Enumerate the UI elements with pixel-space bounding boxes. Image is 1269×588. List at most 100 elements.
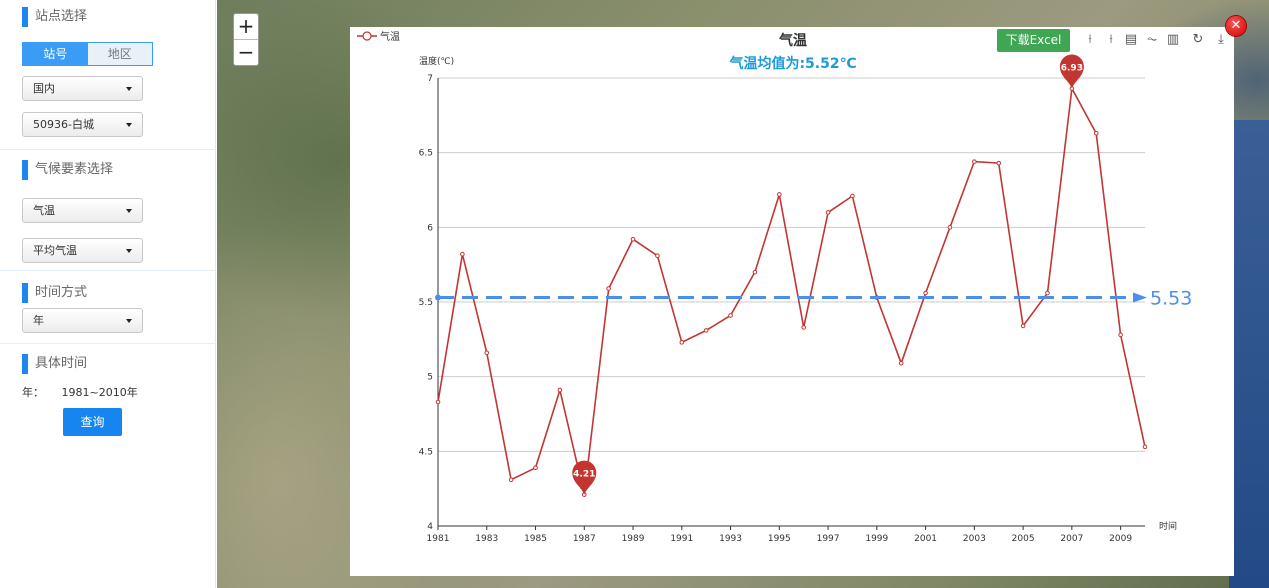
- year-range-row: 年： 1981~2010年: [22, 384, 138, 400]
- element-section-title: 气候要素选择: [22, 160, 113, 180]
- region-tab[interactable]: 地区: [87, 43, 152, 65]
- zoom-reset-icon[interactable]: ⟊: [1109, 32, 1113, 47]
- x-tick-label: 1983: [475, 534, 498, 544]
- data-point: [825, 210, 831, 215]
- y-tick-label: 6: [427, 223, 433, 233]
- restore-icon[interactable]: ↻: [1192, 32, 1204, 47]
- data-view-icon[interactable]: ▤: [1124, 32, 1138, 47]
- station-id-tab[interactable]: 站号: [23, 43, 88, 65]
- chevron-down-icon: [126, 319, 132, 323]
- chevron-down-icon: [126, 249, 132, 253]
- y-tick-label: 4: [427, 522, 433, 532]
- data-point: [655, 253, 660, 259]
- element-select[interactable]: 气温: [22, 198, 143, 223]
- divider: [0, 270, 216, 271]
- region-select-value: 国内: [33, 82, 55, 95]
- chevron-down-icon: [126, 209, 132, 213]
- chart-title: 气温: [778, 32, 807, 49]
- data-point: [972, 159, 977, 164]
- chart-subtitle: 气温均值为:5.52℃: [728, 55, 856, 72]
- x-tick-label: 1999: [865, 534, 888, 544]
- data-point: [728, 313, 733, 318]
- x-tick-label: 2005: [1012, 534, 1035, 544]
- data-point: [630, 236, 636, 242]
- data-point: [508, 477, 514, 483]
- chart-legend[interactable]: 气温: [357, 30, 400, 43]
- data-point: [606, 286, 611, 291]
- x-tick-label: 1997: [817, 534, 840, 544]
- data-point: [1045, 290, 1050, 296]
- data-point: [703, 328, 709, 333]
- region-select[interactable]: 国内: [22, 76, 143, 101]
- x-tick-label: 1993: [719, 534, 742, 544]
- line-chart-icon[interactable]: ⏦: [1146, 32, 1158, 47]
- data-point: [996, 160, 1002, 166]
- specific-time-section-title: 具体时间: [22, 354, 87, 374]
- time-mode-select-value: 年: [33, 314, 44, 327]
- markline-arrow-icon: [1133, 292, 1147, 303]
- data-point: [898, 360, 904, 366]
- legend-marker-icon: [362, 31, 372, 41]
- station-select[interactable]: 50936-白城: [22, 112, 143, 137]
- x-tick-label: 1987: [573, 534, 596, 544]
- station-section-title: 站点选择: [22, 7, 87, 27]
- y-tick-label: 5: [427, 373, 433, 383]
- temperature-line-chart: 气温 气温 气温均值为:5.52℃ 温度(℃) 时间 4 4.5 5 5.5 6 6.5 7…: [357, 30, 1192, 544]
- y-tick-label: 6.5: [419, 149, 433, 159]
- data-point: [947, 225, 953, 230]
- y-tick-label: 4.5: [419, 447, 433, 457]
- series-line-气温: [437, 85, 1146, 495]
- data-point: [533, 465, 538, 471]
- zoom-out-button[interactable]: −: [237, 40, 255, 64]
- data-point: [484, 350, 490, 356]
- data-point: [435, 399, 441, 405]
- time-section-title: 时间方式: [22, 283, 87, 303]
- data-point: [1118, 332, 1123, 338]
- x-tick-label: 1995: [768, 534, 791, 544]
- markpoint-pin: [1059, 54, 1084, 89]
- x-tick-label: 2003: [963, 534, 986, 544]
- x-tick-label: 1981: [427, 534, 450, 544]
- markpoint-pin: [572, 460, 597, 495]
- map-sea: [1229, 120, 1269, 588]
- map-zoom-control: + −: [233, 13, 259, 66]
- download-icon[interactable]: ⤓: [1218, 32, 1224, 47]
- bar-chart-icon[interactable]: ▥: [1166, 32, 1180, 47]
- station-mode-toggle: 站号 地区: [22, 42, 153, 66]
- y-tick-label: 7: [427, 74, 433, 84]
- x-tick-label: 1989: [622, 534, 645, 544]
- markline-label: 5.53: [1150, 288, 1192, 310]
- x-tick-label: 1985: [524, 534, 547, 544]
- year-label: 年：: [22, 386, 44, 399]
- divider: [0, 149, 216, 150]
- chart-panel: 气温 气温 气温均值为:5.52℃ 温度(℃) 时间 4 4.5 5 5.5 6 6.5 7…: [350, 27, 1234, 576]
- x-tick-label: 2007: [1060, 534, 1083, 544]
- y-axis-label: 温度(℃): [419, 55, 454, 67]
- data-point: [777, 192, 782, 197]
- data-point: [923, 290, 928, 296]
- close-icon[interactable]: ✕: [1226, 16, 1246, 36]
- download-excel-button[interactable]: 下载Excel: [997, 29, 1070, 52]
- x-tick-label: 2001: [914, 534, 937, 544]
- markpoint-label: 4.21: [573, 470, 595, 480]
- data-point: [557, 387, 563, 393]
- legend-label: 气温: [380, 30, 400, 43]
- x-tick-label: 1991: [670, 534, 693, 544]
- element-sub-select[interactable]: 平均气温: [22, 238, 143, 263]
- station-select-value: 50936-白城: [33, 118, 94, 131]
- time-mode-select[interactable]: 年: [22, 308, 143, 333]
- data-point: [1093, 130, 1099, 136]
- x-tick-label: 2009: [1109, 534, 1132, 544]
- divider: [0, 343, 216, 344]
- x-axis-label: 时间: [1159, 520, 1177, 532]
- data-point: [801, 325, 806, 330]
- query-button[interactable]: 查询: [63, 408, 122, 436]
- zoom-in-button[interactable]: +: [234, 14, 258, 40]
- data-point: [679, 340, 685, 345]
- data-point: [850, 193, 855, 199]
- markpoint-label: 6.93: [1061, 63, 1083, 73]
- zoom-icon[interactable]: ⟊: [1088, 32, 1092, 47]
- year-range-value: 1981~2010年: [61, 386, 138, 399]
- data-point: [1142, 444, 1148, 450]
- sidebar: 站点选择 站号 地区 国内 50936-白城 气候要素选择 气温 平均气温 时间…: [0, 0, 216, 588]
